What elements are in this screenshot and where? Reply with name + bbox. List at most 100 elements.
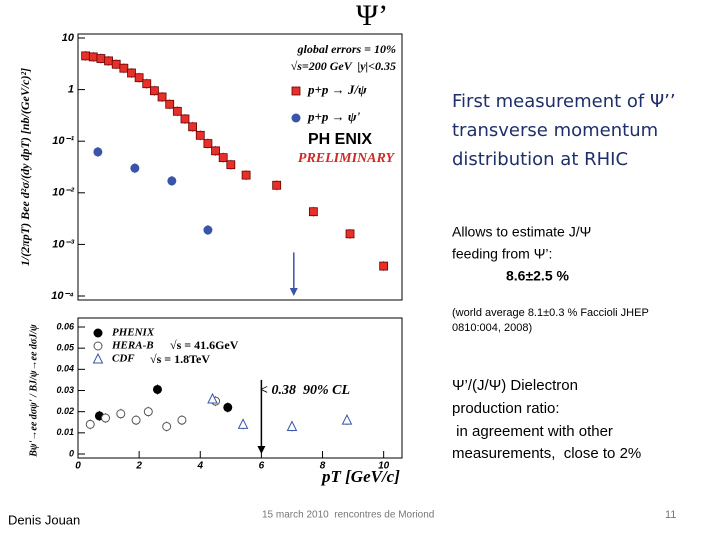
data-point bbox=[119, 63, 129, 73]
annotation: PRELIMINARY bbox=[298, 151, 396, 166]
y-tick-label: 10⁻⁴ bbox=[51, 290, 74, 302]
data-point bbox=[218, 153, 228, 163]
y-axis-label: Bψ'→ee dσψ' / BJ/ψ→ee dσJ/ψ bbox=[28, 324, 39, 458]
data-point bbox=[180, 114, 190, 124]
author: Denis Jouan bbox=[8, 512, 80, 527]
annotation: < 0.38 90% CL bbox=[260, 383, 350, 398]
annotation: √s = 41.6GeV bbox=[170, 338, 239, 352]
x-axis-label: pT [GeV/c] bbox=[320, 467, 400, 486]
data-point bbox=[85, 419, 95, 429]
y-tick-label: 0.03 bbox=[56, 385, 74, 395]
data-point bbox=[162, 421, 172, 431]
y-tick-label: 1 bbox=[68, 84, 74, 96]
data-point bbox=[203, 139, 213, 148]
data-point bbox=[177, 415, 187, 425]
data-point bbox=[345, 229, 355, 239]
x-tick-label: 0 bbox=[75, 461, 81, 472]
headline: First measurement of Ψ’’ bbox=[452, 91, 676, 112]
x-tick-label: 2 bbox=[135, 461, 142, 472]
data-point bbox=[195, 130, 205, 140]
note: Ψ’/(J/Ψ) Dielectron bbox=[452, 377, 578, 394]
data-point bbox=[93, 147, 103, 157]
data-point bbox=[172, 106, 182, 116]
y-tick-label: 0.02 bbox=[56, 406, 74, 416]
data-point bbox=[143, 407, 153, 417]
y-tick-label: 0 bbox=[69, 448, 74, 458]
data-point bbox=[104, 56, 113, 66]
y-tick-label: 10 bbox=[62, 32, 75, 44]
data-point bbox=[211, 146, 220, 156]
slide-title: Ψ’ bbox=[356, 0, 388, 32]
x-tick-label: 8 bbox=[320, 461, 326, 472]
event: 15 march 2010 rencontres de Moriond bbox=[262, 510, 434, 521]
arrow-head bbox=[257, 446, 266, 454]
data-point bbox=[150, 86, 159, 96]
data-point bbox=[308, 207, 318, 217]
legend-marker bbox=[93, 341, 103, 351]
data-point bbox=[116, 409, 126, 419]
data-point bbox=[152, 384, 162, 394]
annotation: √s=200 GeV |y|<0.35 bbox=[291, 59, 396, 73]
data-point bbox=[286, 420, 298, 431]
data-point bbox=[207, 392, 218, 404]
reference: 0810:004, 2008) bbox=[452, 322, 532, 334]
page-number: 11 bbox=[665, 509, 676, 521]
annotation: global errors = 10% bbox=[296, 42, 396, 56]
data-point bbox=[142, 79, 152, 89]
data-point bbox=[241, 170, 251, 180]
note: feeding from Ψ’: bbox=[452, 246, 552, 262]
data-point bbox=[131, 415, 141, 425]
note-value: 8.6±2.5 % bbox=[506, 268, 569, 284]
legend-marker bbox=[92, 352, 104, 364]
data-point bbox=[101, 413, 111, 423]
data-point bbox=[226, 160, 236, 170]
y-tick-label: 0.04 bbox=[56, 364, 74, 374]
annotation: √s = 1.8TeV bbox=[150, 352, 210, 366]
annotation: PH ENIX bbox=[308, 131, 372, 148]
plot-frame bbox=[77, 317, 403, 459]
legend-label: CDF bbox=[112, 353, 135, 365]
legend-label: HERA-B bbox=[111, 340, 154, 352]
data-point bbox=[127, 68, 136, 78]
y-axis-label: 1/(2πpT) Bee d²σ/(dy dpT) [nb/(GeV/c)²] bbox=[18, 68, 32, 266]
data-point bbox=[111, 59, 121, 69]
note: Allows to estimate J/Ψ bbox=[452, 224, 591, 240]
data-point bbox=[165, 99, 175, 109]
data-point bbox=[223, 402, 233, 412]
y-tick-label: 10⁻² bbox=[52, 187, 74, 199]
data-point bbox=[81, 51, 91, 61]
y-tick-label: 0.06 bbox=[56, 321, 75, 331]
note: in agreement with other bbox=[452, 423, 613, 440]
x-tick-label: 6 bbox=[259, 461, 265, 472]
note: production ratio: bbox=[452, 400, 560, 417]
legend-label: p+p → ψ' bbox=[307, 109, 361, 124]
reference: (world average 8.1±0.3 % Faccioli JHEP bbox=[452, 307, 649, 319]
data-point bbox=[188, 122, 198, 132]
data-point bbox=[237, 418, 249, 429]
data-point bbox=[130, 163, 140, 173]
legend-label: PHENIX bbox=[112, 327, 155, 339]
legend-marker bbox=[93, 328, 103, 338]
x-tick-label: 4 bbox=[196, 461, 203, 472]
y-tick-label: 10⁻¹ bbox=[52, 135, 74, 147]
data-point bbox=[157, 92, 167, 102]
data-point bbox=[167, 176, 177, 186]
headline: distribution at RHIC bbox=[452, 149, 628, 170]
legend-label: p+p → J/ψ bbox=[307, 82, 367, 97]
plot-frame bbox=[77, 33, 403, 301]
legend-marker bbox=[291, 113, 301, 123]
y-tick-label: 10⁻³ bbox=[52, 238, 74, 250]
legend-marker bbox=[291, 86, 301, 96]
arrow-head bbox=[289, 288, 298, 296]
data-point bbox=[272, 180, 282, 190]
y-tick-label: 0.01 bbox=[56, 427, 74, 437]
data-point bbox=[134, 73, 144, 83]
note: measurements, close to 2% bbox=[452, 445, 641, 462]
data-point bbox=[203, 225, 213, 235]
x-tick-label: 10 bbox=[378, 461, 390, 472]
headline: transverse momentum bbox=[452, 120, 658, 141]
y-tick-label: 0.05 bbox=[56, 343, 75, 353]
data-point bbox=[341, 414, 353, 425]
